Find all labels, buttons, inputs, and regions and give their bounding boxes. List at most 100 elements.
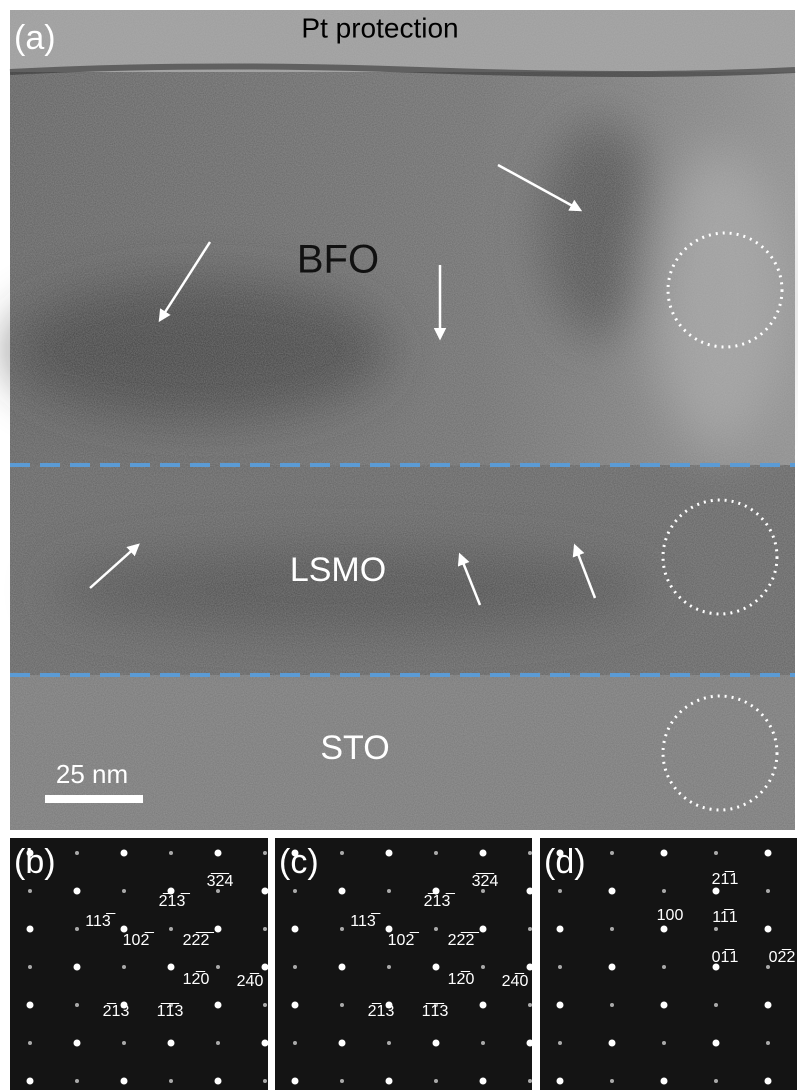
diffraction-spot	[75, 927, 79, 931]
diffraction-spot	[527, 964, 534, 971]
diffraction-spot	[74, 888, 81, 895]
diffraction-spot	[714, 1003, 718, 1007]
diffraction-spot	[528, 1079, 532, 1083]
diffraction-spot	[714, 851, 718, 855]
diffraction-spot	[168, 1040, 175, 1047]
diffraction-spot	[339, 1040, 346, 1047]
diffraction-spot	[528, 1003, 532, 1007]
diffraction-spot	[433, 964, 440, 971]
diffraction-spot	[714, 1079, 718, 1083]
diffraction-spot	[558, 1041, 562, 1045]
diffraction-spot	[292, 1078, 299, 1085]
diffraction-spot	[480, 1078, 487, 1085]
diffraction-spot	[387, 889, 391, 893]
diffraction-spot	[215, 1078, 222, 1085]
spot-index: 3̅2̅4	[207, 872, 234, 890]
diffraction-spot	[610, 927, 614, 931]
panel-label: (d)	[544, 843, 586, 881]
diffraction-spot	[293, 1041, 297, 1045]
diffraction-spot	[661, 926, 668, 933]
figure: (a) Pt protection BFO LSMO STO 25 nm (b)…	[0, 0, 798, 1090]
diffraction-spot	[661, 1002, 668, 1009]
diffraction-spot	[262, 1040, 269, 1047]
diffraction-spot	[263, 1003, 267, 1007]
diffraction-spot	[609, 888, 616, 895]
diffraction-spot	[28, 1041, 32, 1045]
diffraction-spot	[662, 889, 666, 893]
diffraction-spot	[766, 1041, 770, 1045]
spot-index: 1̅1̅3	[157, 1002, 184, 1020]
layer-label: Pt protection	[301, 12, 458, 43]
diffraction-spot	[765, 850, 772, 857]
diffraction-spot	[27, 1078, 34, 1085]
diffraction-spot	[215, 1002, 222, 1009]
diffraction-spot	[387, 1041, 391, 1045]
diffraction-spot	[122, 1041, 126, 1045]
diffraction-spot	[74, 964, 81, 971]
diffraction-spot	[527, 1040, 534, 1047]
diffraction-spot	[609, 1040, 616, 1047]
diffraction-spot	[713, 888, 720, 895]
diffraction-spot	[713, 1040, 720, 1047]
diffraction-spot	[557, 1002, 564, 1009]
diffraction-spot	[557, 926, 564, 933]
diffraction-spot	[609, 964, 616, 971]
diffraction-spot	[169, 851, 173, 855]
diffraction-spot	[75, 1003, 79, 1007]
diffraction-spot	[661, 850, 668, 857]
diffraction-spot	[27, 926, 34, 933]
spot-index: 01̅1	[712, 948, 739, 966]
diffraction-spot	[215, 926, 222, 933]
diffraction-spot	[557, 1078, 564, 1085]
diffraction-spot	[28, 889, 32, 893]
diffraction-spot	[262, 964, 269, 971]
diffraction-spot	[386, 850, 393, 857]
diffraction-spot	[339, 888, 346, 895]
diffraction-spot	[169, 927, 173, 931]
diffraction-spot	[765, 1002, 772, 1009]
diffraction-spot	[262, 888, 269, 895]
panel-label: (b)	[14, 843, 56, 881]
diffraction-spot	[340, 1079, 344, 1083]
diffraction-spot	[610, 1003, 614, 1007]
diffraction-spot	[766, 889, 770, 893]
diffraction-spot	[714, 927, 718, 931]
scale-bar-label: 25 nm	[56, 759, 128, 789]
diffraction-spot	[340, 851, 344, 855]
spot-index: 1̅1̅3	[422, 1002, 449, 1020]
diffraction-spot	[122, 965, 126, 969]
diffraction-spot	[527, 888, 534, 895]
diffraction-spot	[216, 1041, 220, 1045]
diffraction-spot	[339, 964, 346, 971]
layer-label: LSMO	[290, 551, 386, 589]
layer-label: STO	[320, 729, 389, 767]
diffraction-spot	[293, 965, 297, 969]
spot-index: 24̅0	[502, 972, 529, 990]
diffraction-spot	[169, 1079, 173, 1083]
diffraction-spot	[263, 927, 267, 931]
diffraction-spot	[216, 965, 220, 969]
diffraction-spot	[765, 926, 772, 933]
diffraction-spot	[662, 1041, 666, 1045]
diffraction-spot	[434, 927, 438, 931]
diffraction-spot	[433, 1040, 440, 1047]
diffraction-spot	[292, 1002, 299, 1009]
diffraction-spot	[263, 851, 267, 855]
diffraction-spot	[480, 850, 487, 857]
diffraction-spot	[480, 1002, 487, 1009]
diffraction-spot	[121, 1078, 128, 1085]
spot-index: 11̅1	[712, 908, 738, 926]
diffraction-panels: (b)113̅2̅13̅3̅2̅4102̅22̅2̅12̅024̅02̅131̅…	[10, 838, 798, 1090]
spot-index: 02̅2	[769, 948, 796, 966]
diffraction-spot	[74, 1040, 81, 1047]
diffraction-spot	[387, 965, 391, 969]
spot-index: 3̅2̅4	[472, 872, 499, 890]
diffraction-spot	[765, 1078, 772, 1085]
diffraction-spot	[528, 927, 532, 931]
diffraction-spot	[434, 1079, 438, 1083]
diffraction-spot	[558, 965, 562, 969]
diffraction-spot	[528, 851, 532, 855]
spot-index: 24̅0	[237, 972, 264, 990]
diffraction-spot	[122, 889, 126, 893]
diffraction-spot	[27, 1002, 34, 1009]
